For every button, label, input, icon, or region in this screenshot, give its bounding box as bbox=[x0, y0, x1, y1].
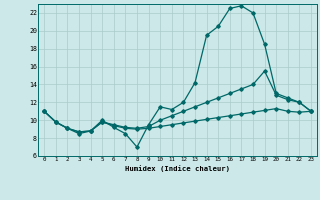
X-axis label: Humidex (Indice chaleur): Humidex (Indice chaleur) bbox=[125, 165, 230, 172]
